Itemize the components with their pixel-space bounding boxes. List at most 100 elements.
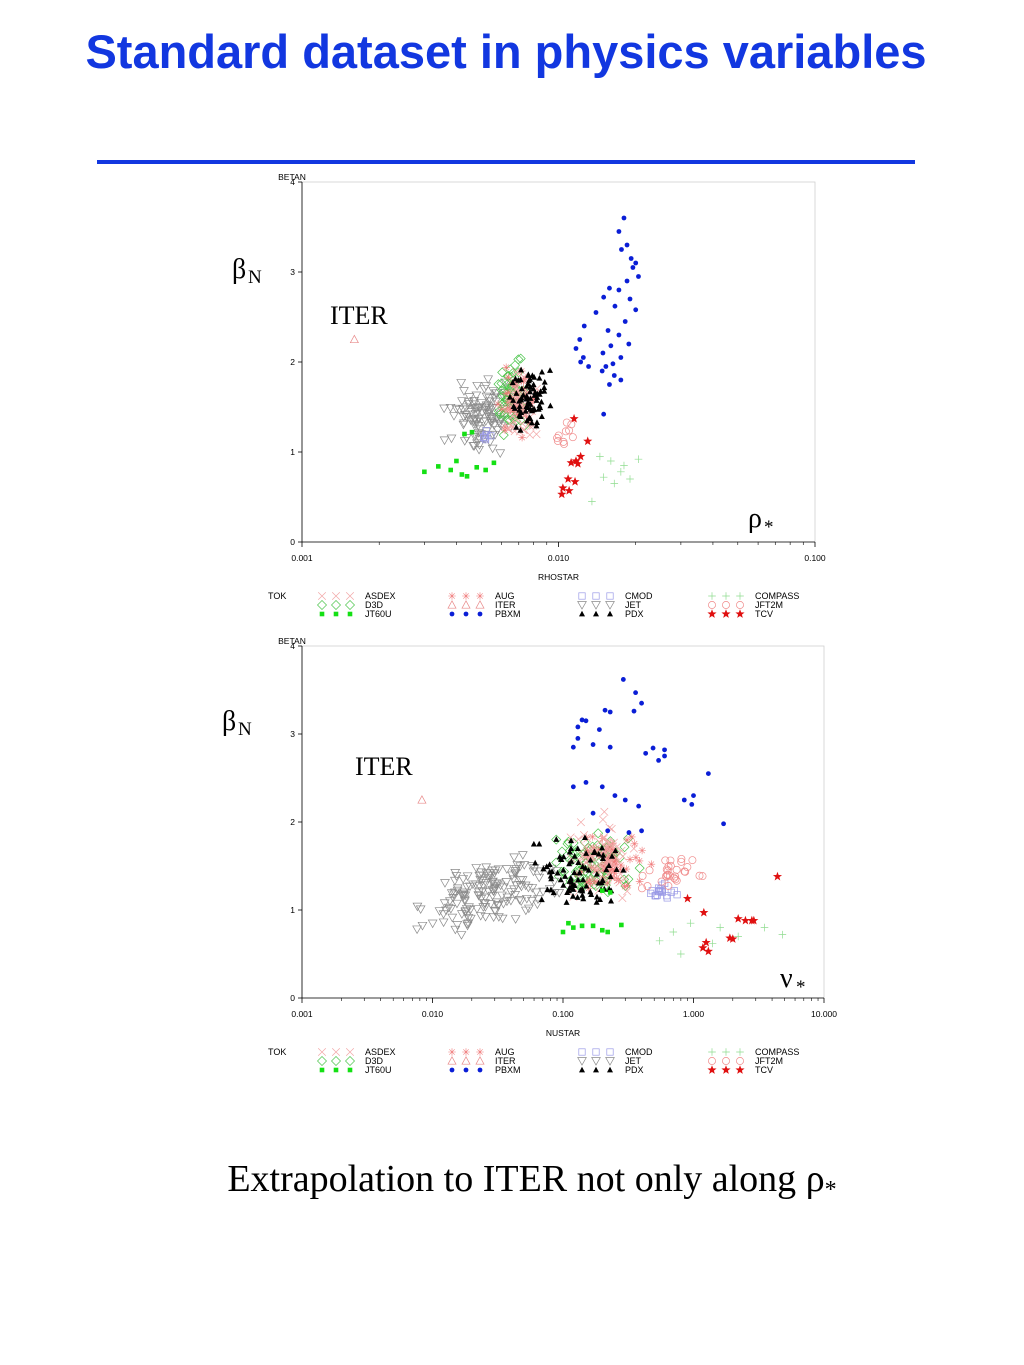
legend-marker-d3d xyxy=(317,1056,327,1066)
scatter-point-jet xyxy=(461,413,472,422)
scatter-point-asdex xyxy=(566,833,575,842)
scatter-point-pbxm xyxy=(616,229,622,234)
scatter-point-jet xyxy=(475,871,486,881)
scatter-point-pdx xyxy=(525,372,532,378)
scatter-point-jet xyxy=(493,913,504,922)
scatter-point-jt60u xyxy=(469,429,475,435)
scatter-point-aug xyxy=(519,377,528,386)
scatter-point-pdx xyxy=(544,886,551,893)
scatter-point-jet xyxy=(458,875,469,884)
scatter-point-pbxm xyxy=(570,784,576,790)
scatter-point-asdex xyxy=(604,837,613,846)
scatter-point-pdx xyxy=(516,412,523,418)
scatter-point-jet xyxy=(452,899,462,909)
legend-label-compass: COMPASS xyxy=(755,1047,799,1057)
scatter-point-pdx xyxy=(546,861,553,868)
scatter-point-pdx xyxy=(513,424,520,430)
legend-marker-iter xyxy=(475,1056,485,1065)
scatter-point-pdx xyxy=(566,860,573,867)
legend-marker-jet xyxy=(605,601,615,610)
scatter-point-pbxm xyxy=(636,274,641,279)
scatter-point-jet xyxy=(460,908,471,917)
legend-marker-tcv xyxy=(721,1065,731,1074)
scatter-point-tcv xyxy=(558,483,568,492)
scatter-point-pdx xyxy=(525,380,532,387)
scatter-point-jt60u xyxy=(566,920,571,926)
scatter-point-aug xyxy=(591,877,599,886)
x-symbol-label: ν xyxy=(780,963,793,994)
legend-title: TOK xyxy=(268,1047,286,1057)
scatter-point-iter xyxy=(417,795,427,804)
x-tick-label: 10.000 xyxy=(811,1009,837,1019)
scatter-point-jet xyxy=(434,907,445,916)
scatter-point-pdx xyxy=(583,850,590,856)
scatter-point-jet xyxy=(449,876,460,886)
scatter-point-jet xyxy=(481,879,492,888)
scatter-point-asdex xyxy=(592,865,601,875)
scatter-point-jet xyxy=(491,898,502,908)
scatter-point-pdx xyxy=(580,876,587,883)
legend-label-tcv: TCV xyxy=(755,609,773,619)
legend-label-aug: AUG xyxy=(495,591,515,601)
scatter-point-aug xyxy=(595,845,603,854)
scatter-point-jet xyxy=(488,913,499,922)
scatter-point-jet xyxy=(469,405,480,414)
legend-label-iter: ITER xyxy=(495,600,516,610)
legend-marker-iter xyxy=(447,600,457,609)
scatter-point-pdx xyxy=(530,840,537,847)
y-tick-label: 1 xyxy=(290,905,295,915)
scatter-point-pdx xyxy=(543,863,550,870)
scatter-point-jft2m xyxy=(671,872,680,881)
scatter-point-pdx xyxy=(571,853,578,859)
scatter-point-pbxm xyxy=(621,215,627,221)
scatter-point-asdex xyxy=(532,430,541,439)
scatter-point-pbxm xyxy=(622,797,628,803)
scatter-point-pdx xyxy=(527,395,534,401)
scatter-point-asdex xyxy=(609,838,618,847)
scatter-point-d3d xyxy=(573,879,584,890)
legend-marker-asdex xyxy=(331,1047,341,1057)
legend-marker-tcv xyxy=(707,609,717,618)
scatter-point-pdx xyxy=(587,856,594,863)
scatter-point-jet xyxy=(502,893,513,903)
scatter-point-jt60u xyxy=(579,923,585,929)
scatter-point-compass xyxy=(588,497,596,506)
scatter-point-d3d xyxy=(496,385,507,396)
scatter-point-d3d xyxy=(496,408,506,419)
scatter-point-pbxm xyxy=(616,287,622,293)
scatter-point-pdx xyxy=(530,381,537,388)
scatter-point-pdx xyxy=(550,889,557,896)
scatter-point-pdx xyxy=(571,882,578,888)
legend-marker-cmod xyxy=(606,1048,614,1056)
scatter-point-pbxm xyxy=(656,758,661,763)
scatter-point-asdex xyxy=(506,420,515,429)
scatter-point-jet xyxy=(517,851,528,860)
scatter-point-d3d xyxy=(567,855,578,866)
legend: TOK ASDEX AUG CMOD COMPASS D3D ITER JET JFT2M JT6… xyxy=(268,1047,799,1075)
scatter-point-jft2m xyxy=(565,426,574,435)
scatter-point-d3d xyxy=(578,873,589,884)
scatter-point-pdx xyxy=(534,419,541,425)
scatter-point-jet xyxy=(469,397,480,406)
scatter-point-jet xyxy=(533,895,543,904)
scatter-point-aug xyxy=(585,876,594,884)
legend-marker-asdex xyxy=(345,1047,355,1057)
legend-marker-pdx xyxy=(607,1066,613,1073)
scatter-point-jft2m xyxy=(672,865,681,874)
scatter-point-aug xyxy=(583,846,592,855)
scatter-point-pbxm xyxy=(619,247,624,252)
scatter-point-d3d xyxy=(634,863,645,874)
scatter-point-pdx xyxy=(554,869,561,876)
scatter-point-jet xyxy=(491,879,502,889)
scatter-point-pbxm xyxy=(620,677,626,682)
scatter-point-pdx xyxy=(522,407,529,414)
scatter-point-asdex xyxy=(574,835,583,844)
scatter-point-jet xyxy=(458,412,469,422)
legend-marker-compass xyxy=(722,1048,730,1056)
scatter-point-jet xyxy=(415,905,426,915)
y-tick-label: 4 xyxy=(290,177,295,187)
scatter-point-jet xyxy=(523,904,534,914)
legend-marker-aug xyxy=(448,1048,456,1056)
scatter-point-compass xyxy=(617,468,625,476)
scatter-point-jt60u xyxy=(454,458,459,464)
